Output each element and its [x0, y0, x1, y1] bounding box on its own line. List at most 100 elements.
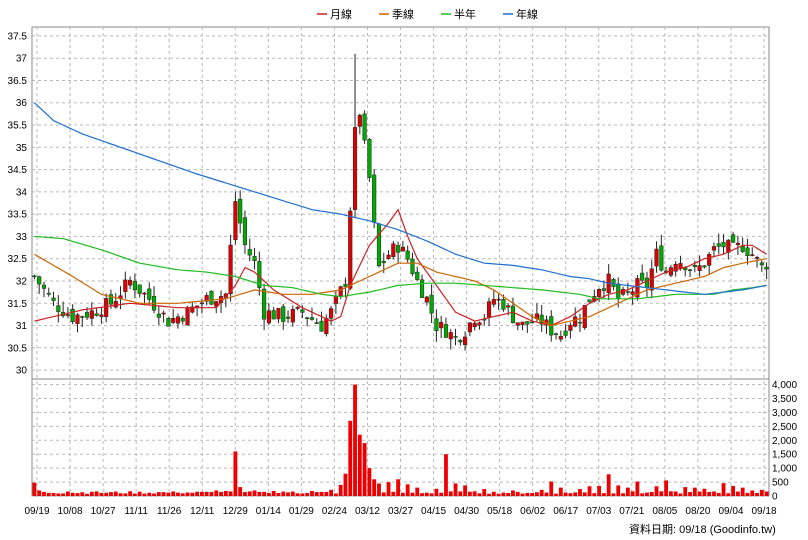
- y-tick-label: 30.5: [8, 343, 28, 354]
- candle-body: [285, 316, 291, 319]
- candle-body: [247, 249, 252, 256]
- volume-bar: [544, 492, 549, 496]
- volume-bar: [80, 492, 85, 496]
- y-tick-label: 32.5: [8, 254, 28, 265]
- x-tick-label: 04/15: [421, 506, 446, 517]
- x-tick-label: 09/04: [718, 506, 743, 517]
- volume-bar: [630, 491, 635, 496]
- candle-body: [381, 260, 386, 264]
- volume-bar: [223, 490, 228, 496]
- candle-body: [295, 306, 300, 309]
- candle-body: [692, 264, 697, 268]
- candle-body: [228, 244, 233, 295]
- y-tick-label: 35: [16, 143, 28, 154]
- x-tick-label: 09/18: [751, 506, 776, 517]
- volume-bar: [233, 451, 238, 496]
- candle-body: [70, 308, 75, 323]
- candle-body: [439, 322, 444, 329]
- volume-bar: [482, 489, 487, 496]
- volume-bar: [118, 493, 123, 496]
- x-tick-label: 11/11: [124, 506, 148, 517]
- volume-bar: [147, 492, 152, 496]
- volume-bar: [180, 493, 185, 496]
- x-tick-label: 10/27: [91, 506, 116, 517]
- volume-bar: [530, 493, 535, 496]
- candle-body: [673, 263, 678, 272]
- volume-tick-label: 3,500: [772, 394, 797, 405]
- candle-body: [759, 262, 764, 266]
- volume-bar: [377, 483, 381, 496]
- volume-bar: [439, 492, 444, 496]
- volume-bar: [214, 490, 219, 496]
- y-tick-label: 31.5: [8, 299, 28, 310]
- volume-bar: [219, 491, 223, 496]
- ma-line-年線: [33, 102, 767, 295]
- candle-body: [190, 306, 195, 313]
- candle-body: [233, 201, 238, 241]
- volume-bar: [582, 492, 587, 496]
- candle-body: [137, 284, 142, 294]
- candle-body: [142, 292, 147, 295]
- candle-body: [128, 279, 133, 286]
- candle-body: [764, 266, 769, 270]
- candle-body: [405, 250, 410, 260]
- volume-bar: [247, 491, 252, 496]
- candle-body: [707, 254, 712, 266]
- candle-body: [740, 246, 745, 252]
- volume-bar: [534, 492, 539, 496]
- volume-bar: [89, 491, 94, 496]
- candle-body: [329, 308, 334, 319]
- candle-body: [577, 321, 583, 324]
- volume-bar: [683, 487, 688, 496]
- candle-body: [496, 298, 501, 301]
- x-tick-label: 08/20: [685, 506, 710, 517]
- candle-body: [314, 322, 319, 324]
- volume-bar: [424, 492, 429, 496]
- volume-bar: [319, 491, 324, 496]
- volume-bar: [381, 492, 386, 496]
- candle-body: [520, 321, 525, 325]
- volume-bar: [558, 487, 563, 496]
- volume-bar: [712, 491, 716, 496]
- candle-body: [419, 279, 425, 298]
- volume-bar: [601, 493, 606, 496]
- volume-bar: [420, 493, 424, 496]
- candle-body: [453, 336, 458, 338]
- volume-bar: [702, 488, 707, 496]
- volume-bar: [46, 492, 51, 496]
- candle-body: [640, 272, 645, 281]
- candle-body: [262, 288, 267, 320]
- candle-body: [156, 313, 161, 318]
- volume-bar: [343, 473, 348, 496]
- volume-bar: [688, 492, 692, 496]
- volume-bar: [391, 491, 396, 496]
- volume-bar: [257, 491, 262, 496]
- candle-body: [635, 278, 640, 298]
- candle-body: [357, 114, 362, 127]
- candle-body: [99, 314, 104, 317]
- candle-body: [711, 246, 717, 251]
- candle-body: [726, 239, 731, 253]
- candle-body: [525, 321, 530, 325]
- y-tick-label: 34.5: [8, 165, 28, 176]
- candle-body: [305, 317, 310, 319]
- candle-body: [123, 279, 128, 292]
- volume-bar: [678, 493, 683, 496]
- volume-bar: [199, 491, 204, 496]
- volume-bar: [310, 490, 314, 496]
- volume-bar: [171, 491, 176, 496]
- candle-body: [510, 305, 516, 324]
- volume-bar: [85, 493, 89, 496]
- candle-body: [185, 307, 190, 326]
- volume-bar: [367, 468, 372, 496]
- volume-bar: [238, 487, 243, 496]
- volume-bar: [731, 485, 736, 496]
- volume-bar: [123, 493, 128, 496]
- candle-body: [290, 308, 295, 323]
- volume-bar: [176, 492, 180, 496]
- volume-bar: [673, 491, 678, 496]
- volume-bar: [161, 492, 166, 496]
- volume-bar: [276, 492, 281, 496]
- candle-body: [180, 318, 185, 322]
- candle-body: [573, 316, 578, 327]
